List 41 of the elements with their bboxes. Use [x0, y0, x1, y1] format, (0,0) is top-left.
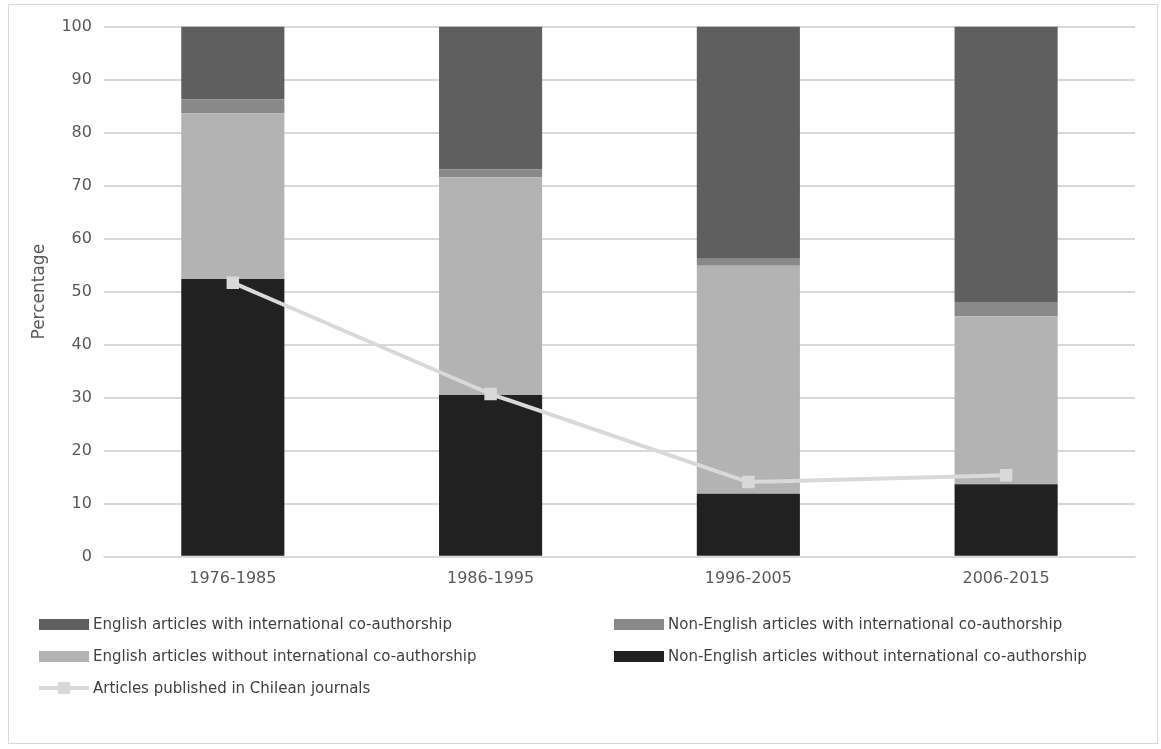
bar — [439, 26, 543, 170]
y-tick-label: 30 — [71, 386, 92, 406]
bar — [439, 395, 543, 556]
bar — [181, 278, 285, 556]
legend-label: Non-English articles with international co-authorship — [668, 615, 1063, 633]
y-tick-label: 60 — [71, 227, 92, 247]
legend-label: Articles published in Chilean journals — [93, 679, 371, 697]
bar — [954, 484, 1058, 556]
x-tick-label: 1976-1985 — [189, 567, 277, 587]
bar — [696, 258, 800, 266]
point — [484, 387, 497, 401]
y-axis-title: Percentage — [27, 243, 48, 340]
bar — [439, 177, 543, 396]
bar — [439, 169, 543, 178]
y-tick-label: 70 — [71, 174, 92, 194]
bar — [696, 265, 800, 494]
y-tick-label: 20 — [71, 439, 92, 459]
legend-label: English articles with international co-authorship — [93, 615, 452, 633]
legend-label: Non-English articles without international co-authorship — [668, 647, 1087, 665]
bar — [181, 113, 285, 279]
y-tick-label: 50 — [71, 280, 92, 300]
y-tick-label: 90 — [71, 68, 92, 88]
y-tick-label: 80 — [71, 121, 92, 141]
point — [999, 468, 1013, 482]
point — [226, 276, 240, 289]
bar — [696, 493, 800, 556]
bar — [696, 26, 800, 259]
bar — [954, 316, 1058, 485]
bar — [181, 99, 285, 114]
bar — [181, 26, 285, 100]
x-tick-label: 1986-1995 — [446, 567, 535, 587]
y-tick-label: 10 — [71, 492, 92, 512]
bar — [954, 302, 1058, 317]
y-tick-label: 0 — [81, 545, 92, 565]
bar — [954, 26, 1058, 303]
x-tick-label: 1996-2005 — [704, 567, 792, 587]
point — [742, 475, 755, 489]
y-tick-label: 40 — [71, 333, 92, 353]
y-tick-label: 100 — [61, 15, 92, 35]
legend-label: English articles without international co-authorship — [93, 647, 477, 665]
x-tick-label: 2006-2015 — [962, 567, 1050, 587]
